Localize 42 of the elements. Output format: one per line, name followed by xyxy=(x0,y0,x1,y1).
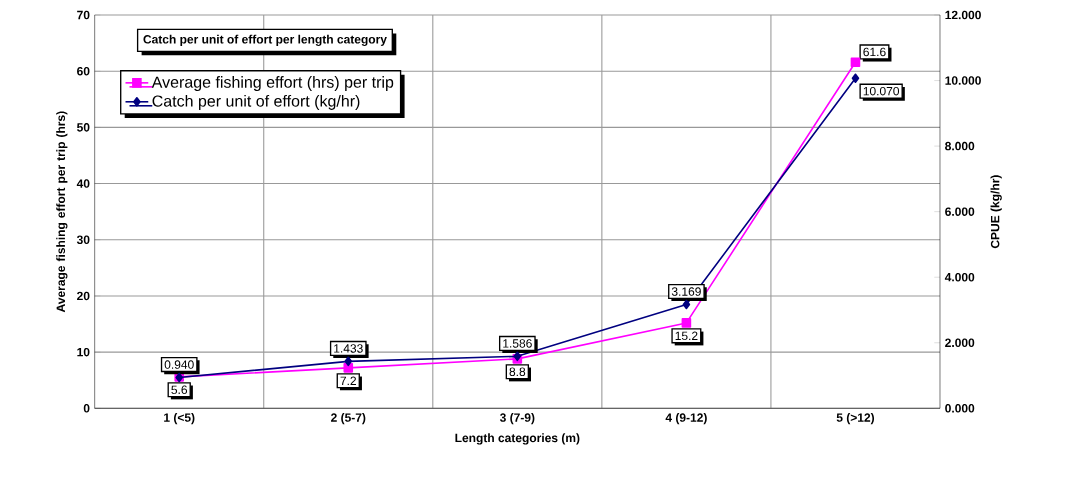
data-label: 61.6 xyxy=(863,47,886,57)
x-axis-title: Length categories (m) xyxy=(455,433,580,445)
point xyxy=(344,356,353,367)
y2-tick-label: 6.000 xyxy=(945,207,975,216)
x-tick-label: 1 (<5) xyxy=(164,413,195,425)
y-tick-label: 30 xyxy=(76,235,90,244)
y-tick-label: 20 xyxy=(77,291,90,301)
data-label: 3.169 xyxy=(671,287,701,296)
y-tick-label: 10 xyxy=(77,347,90,357)
y2-tick-label: 2.000 xyxy=(945,338,975,348)
point xyxy=(850,57,861,67)
y-axis-title: Average fishing effort per trip (hrs) xyxy=(56,111,68,313)
text: Catch per unit of effort per length category xyxy=(143,34,387,47)
data-label: 1.433 xyxy=(334,344,363,353)
x-tick-label: 2 (5-7) xyxy=(331,413,366,425)
data-label: 10.070 xyxy=(863,86,900,96)
x-tick-label: 3 (7-9) xyxy=(499,413,535,425)
point xyxy=(851,73,860,84)
y2-tick-label: 4.000 xyxy=(944,272,975,282)
y2-tick-label: 8.000 xyxy=(945,141,975,151)
data-label: 8.8 xyxy=(509,367,526,377)
y-tick-label: 50 xyxy=(77,123,90,132)
y2-tick-label: 10.000 xyxy=(945,76,981,85)
data-label: 0.940 xyxy=(164,360,194,369)
x-tick-label: 5 (>12) xyxy=(836,413,875,425)
x-tick-label: 4 (9-12) xyxy=(665,413,707,425)
y-tick-label: 70 xyxy=(77,10,90,20)
data-label: 7.2 xyxy=(340,376,357,385)
y-tick-label: 40 xyxy=(76,179,90,188)
data-label: 5.6 xyxy=(171,385,188,395)
y2-axis-title: CPUE (kg/hr) xyxy=(990,175,1002,249)
point xyxy=(681,318,692,328)
y-tick-label: 0 xyxy=(83,404,90,413)
data-label: 15.2 xyxy=(675,331,698,341)
point xyxy=(682,299,691,310)
data-label: 1.586 xyxy=(503,339,532,348)
y2-tick-label: 12.000 xyxy=(945,10,981,20)
legend-label: Catch per unit of effort (kg/hr) xyxy=(152,94,360,110)
y-tick-label: 60 xyxy=(77,66,90,76)
point xyxy=(343,363,354,373)
y2-tick-label: 0.000 xyxy=(945,404,975,413)
legend-label: Average fishing effort (hrs) per trip xyxy=(151,76,394,91)
